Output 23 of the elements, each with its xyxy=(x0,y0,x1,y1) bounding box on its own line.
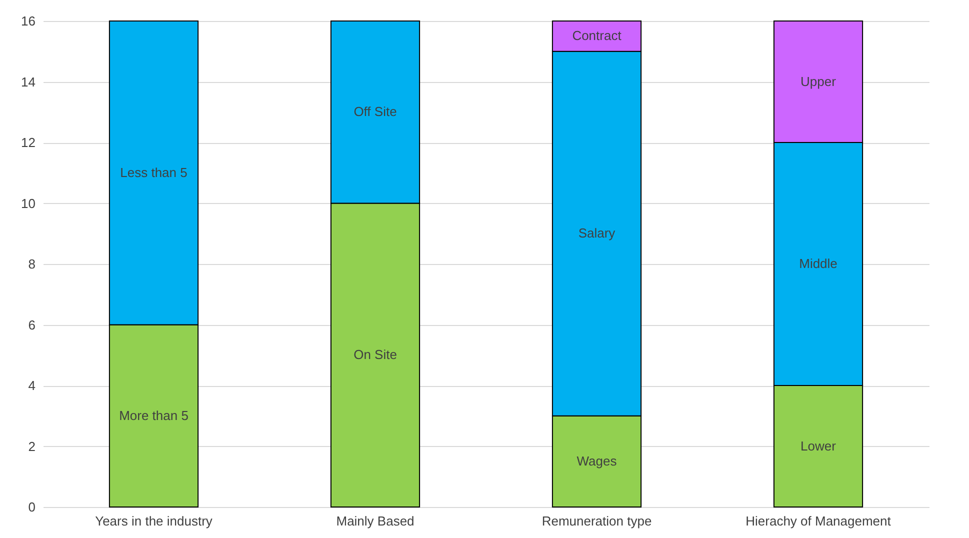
y-tick-label: 14 xyxy=(21,74,36,90)
data-label: Off Site xyxy=(354,104,397,120)
y-tick-label: 8 xyxy=(28,256,36,272)
x-tick-label: Mainly Based xyxy=(336,514,414,528)
y-tick-label: 12 xyxy=(21,135,36,150)
data-label: Salary xyxy=(578,226,616,241)
data-label: Middle xyxy=(799,256,838,271)
data-label: Contract xyxy=(572,28,622,44)
data-label: Upper xyxy=(800,74,837,89)
y-tick-label: 2 xyxy=(28,438,36,454)
data-label: Lower xyxy=(800,438,837,454)
y-tick-label: 16 xyxy=(21,14,36,28)
y-tick-label: 4 xyxy=(28,378,36,393)
x-tick-label: Remuneration type xyxy=(542,514,652,528)
y-tick-label: 0 xyxy=(28,500,36,514)
y-tick-label: 10 xyxy=(21,196,36,211)
data-label: On Site xyxy=(354,347,397,362)
data-label: More than 5 xyxy=(119,408,188,423)
x-tick-label: Hierachy of Management xyxy=(746,514,892,528)
x-tick-label: Years in the industry xyxy=(95,514,213,528)
y-tick-label: 6 xyxy=(28,317,36,332)
data-label: Wages xyxy=(576,453,618,468)
data-label: Less than 5 xyxy=(120,164,188,180)
